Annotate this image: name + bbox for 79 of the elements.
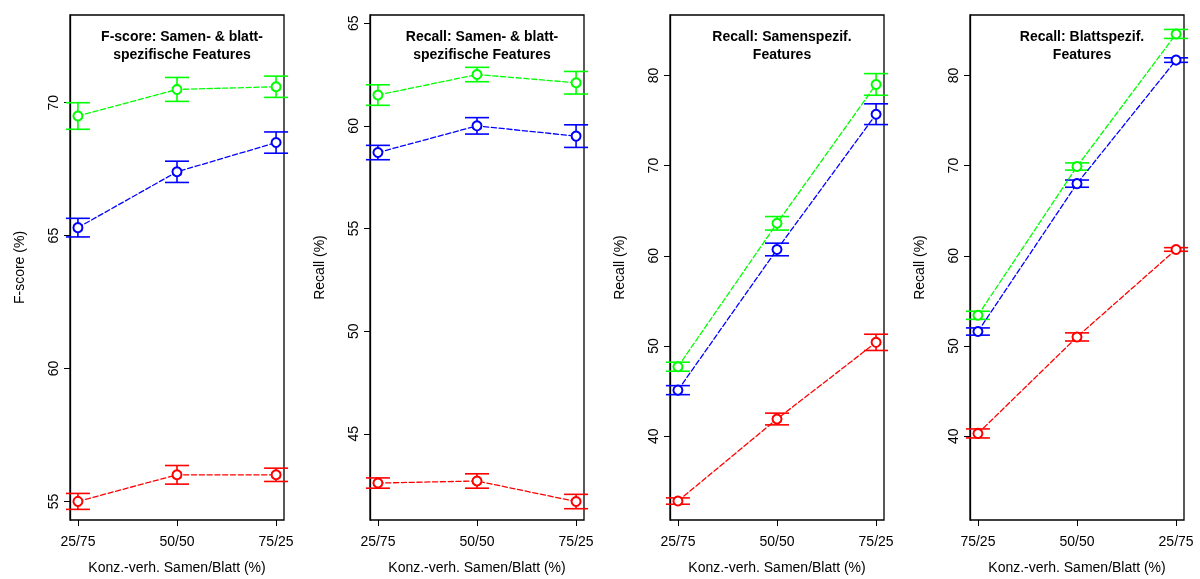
y-tick-label: 70: [945, 157, 961, 174]
point: [570, 130, 582, 142]
y-tick-label: 70: [45, 94, 61, 111]
text: Recall: Samenspezif. Features: [712, 28, 852, 62]
x-tick-label: 25/75: [60, 533, 96, 549]
text: Recall: Blattspezif. Features: [1019, 28, 1145, 62]
point: [972, 309, 984, 321]
point: [1170, 28, 1182, 40]
point: [1071, 161, 1083, 172]
point: [1170, 243, 1182, 255]
point: [72, 110, 84, 122]
x-tick-label: 25/75: [360, 533, 396, 549]
point: [471, 120, 483, 132]
y-tick-label: 55: [45, 493, 61, 510]
y-tick-label: 50: [645, 337, 661, 354]
y-tick-label: 50: [945, 337, 961, 354]
point: [870, 336, 882, 348]
point: [171, 83, 183, 95]
y-tick-label: 60: [345, 117, 361, 134]
y-tick-label: 45: [345, 425, 361, 442]
point: [171, 469, 183, 481]
point: [771, 217, 783, 229]
point: [270, 137, 282, 149]
x-tick-label: 75/25: [258, 533, 294, 549]
point: [471, 69, 483, 81]
x-tick-label: 25/75: [660, 533, 696, 549]
y-tick-label: 55: [345, 220, 361, 237]
point: [270, 469, 282, 481]
x-tick-label: 75/25: [960, 533, 996, 549]
point: [1170, 54, 1182, 66]
point: [972, 326, 984, 338]
x-tick-label: 75/25: [558, 533, 594, 549]
x-tick-label: 50/50: [459, 533, 495, 549]
point: [771, 413, 783, 425]
y-axis-title: F-score (%): [11, 230, 27, 305]
x-tick-label: 50/50: [759, 533, 795, 549]
point: [372, 477, 384, 489]
point: [870, 108, 882, 120]
x-axis-title: Konz.-verh. Samen/Blatt (%): [988, 559, 1166, 575]
point: [1071, 331, 1083, 343]
y-tick-label: 40: [645, 428, 661, 444]
y-tick-label: 70: [645, 157, 661, 174]
y-axis-title: Recall (%): [611, 235, 627, 300]
point: [72, 495, 84, 507]
y-tick-label: 65: [345, 15, 361, 31]
point: [372, 89, 384, 101]
y-tick-label: 80: [645, 67, 661, 84]
point: [471, 475, 483, 487]
y-tick-label: 50: [345, 323, 361, 339]
point: [972, 427, 984, 439]
point: [171, 166, 183, 178]
point: [1071, 178, 1083, 190]
point: [771, 243, 783, 255]
point: [570, 77, 582, 89]
x-tick-label: 50/50: [159, 533, 195, 549]
y-tick-label: 60: [645, 247, 661, 264]
x-axis-title: Konz.-verh. Samen/Blatt (%): [88, 559, 266, 575]
y-tick-label: 40: [945, 428, 961, 444]
y-axis-title: Recall (%): [911, 235, 927, 300]
point: [672, 384, 684, 396]
y-tick-label: 60: [945, 247, 961, 264]
x-tick-label: 25/75: [1158, 533, 1194, 549]
x-axis-title: Konz.-verh. Samen/Blatt (%): [388, 559, 566, 575]
y-tick-label: 60: [45, 360, 61, 377]
y-axis-title: Recall (%): [311, 235, 327, 300]
text: F-score: Samen- & blatt- spezifische Features: [101, 28, 264, 62]
x-axis-title: Konz.-verh. Samen/Blatt (%): [688, 559, 866, 575]
x-tick-label: 75/25: [858, 533, 894, 549]
x-tick-label: 50/50: [1059, 533, 1095, 549]
y-tick-label: 65: [45, 227, 61, 244]
point: [270, 81, 282, 93]
point: [672, 495, 684, 507]
y-tick-label: 80: [945, 67, 961, 84]
point: [570, 496, 582, 508]
text: Recall: Samen- & blatt- spezifische Features: [405, 28, 559, 62]
point: [672, 361, 684, 373]
point: [72, 222, 84, 234]
point: [372, 147, 384, 159]
point: [870, 78, 882, 90]
